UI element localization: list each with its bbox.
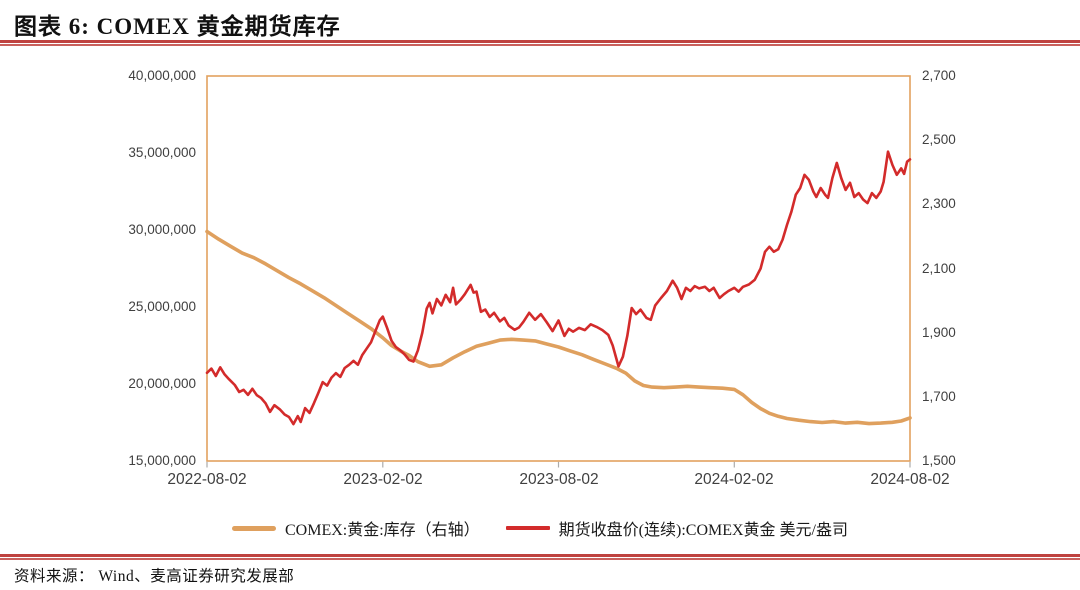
plot-border	[206, 75, 911, 462]
left-axis-tick: 15,000,000	[128, 453, 196, 468]
x-axis-tick: 2024-02-02	[694, 471, 774, 488]
right-axis-tick: 2,300	[922, 196, 956, 212]
legend-item-price: 期货收盘价(连续):COMEX黄金 美元/盎司	[505, 516, 849, 540]
footer-divider-rule	[0, 554, 1080, 560]
title-divider-gap	[0, 42, 1080, 44]
left-axis-tick: 40,000,000	[128, 68, 196, 83]
right-axis-tick: 2,700	[922, 68, 956, 83]
chart-legend: COMEX:黄金:库存（右轴） 期货收盘价(连续):COMEX黄金 美元/盎司	[0, 515, 1080, 541]
legend-label-price: 期货收盘价(连续):COMEX黄金 美元/盎司	[558, 522, 849, 539]
footer-divider-line-top	[0, 554, 1080, 557]
price-line-swatch	[505, 526, 550, 530]
title-divider-line-bottom	[0, 44, 1080, 46]
left-axis-tick: 30,000,000	[128, 222, 196, 237]
data-source-note: 资料来源： Wind、麦高证券研究发展部	[14, 568, 295, 585]
x-axis-tick-marks	[206, 461, 911, 468]
x-axis-tick: 2023-08-02	[519, 471, 599, 488]
x-axis-tick: 2023-02-02	[343, 471, 423, 488]
x-axis-tick: 2024-08-02	[870, 471, 950, 488]
left-axis-tick: 20,000,000	[128, 376, 196, 391]
title-divider-line-top	[0, 40, 1080, 43]
left-axis-tick: 25,000,000	[128, 299, 196, 314]
chart-series-lines	[205, 150, 912, 426]
series-line	[205, 229, 912, 426]
legend-label-inventory: COMEX:黄金:库存（右轴）	[284, 522, 480, 539]
chart-plot-canvas	[205, 75, 912, 468]
series-line	[205, 150, 912, 426]
title-divider-rule	[0, 40, 1080, 46]
right-axis-tick: 1,700	[922, 388, 956, 404]
x-axis-tick: 2022-08-02	[167, 471, 247, 488]
figure-title: 图表 6: COMEX 黄金期货库存	[14, 14, 341, 39]
footer-divider-line-bottom	[0, 558, 1080, 560]
right-axis-tick: 2,500	[922, 132, 956, 148]
footer-divider-gap	[0, 556, 1080, 558]
right-axis-tick: 1,900	[922, 324, 956, 340]
right-axis-tick: 2,100	[922, 260, 956, 276]
right-axis-tick: 1,500	[922, 453, 956, 468]
left-axis-tick: 35,000,000	[128, 145, 196, 160]
legend-item-inventory: COMEX:黄金:库存（右轴）	[231, 516, 480, 540]
inventory-line-swatch	[231, 525, 276, 531]
